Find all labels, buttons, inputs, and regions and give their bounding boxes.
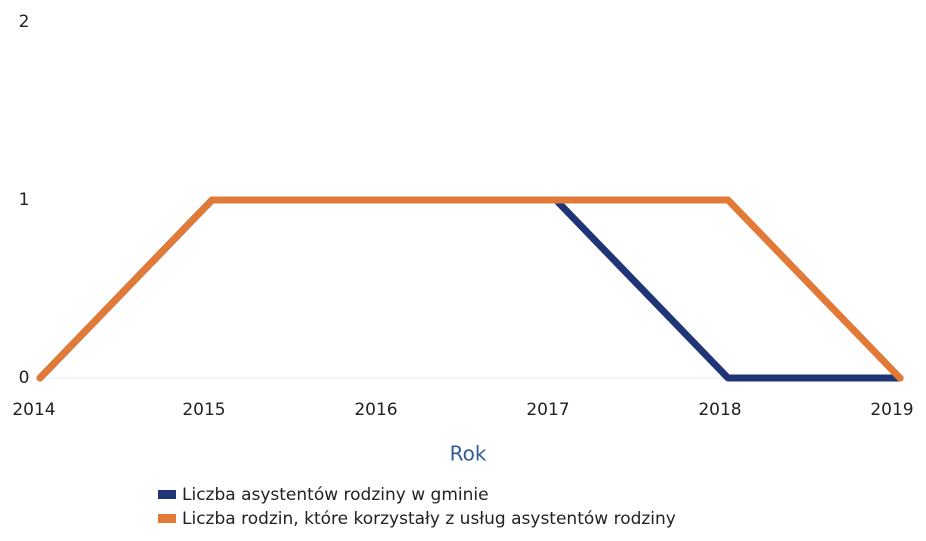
y-tick-label: 0 xyxy=(19,368,30,388)
x-tick-label: 2014 xyxy=(12,400,55,420)
legend-swatch xyxy=(158,514,176,523)
legend-label: Liczba rodzin, które korzystały z usług … xyxy=(182,509,676,529)
x-axis-label: Rok xyxy=(450,442,487,466)
legend-label: Liczba asystentów rodziny w gminie xyxy=(182,485,489,505)
series-line xyxy=(36,196,904,382)
series-line xyxy=(36,196,904,382)
y-tick-label: 1 xyxy=(19,190,30,210)
x-tick-label: 2017 xyxy=(526,400,569,420)
y-tick-label: 2 xyxy=(19,12,30,32)
x-tick-label: 2015 xyxy=(182,400,225,420)
x-tick-label: 2018 xyxy=(698,400,741,420)
x-tick-label: 2016 xyxy=(354,400,397,420)
legend-swatch xyxy=(158,490,176,499)
x-tick-label: 2019 xyxy=(870,400,913,420)
